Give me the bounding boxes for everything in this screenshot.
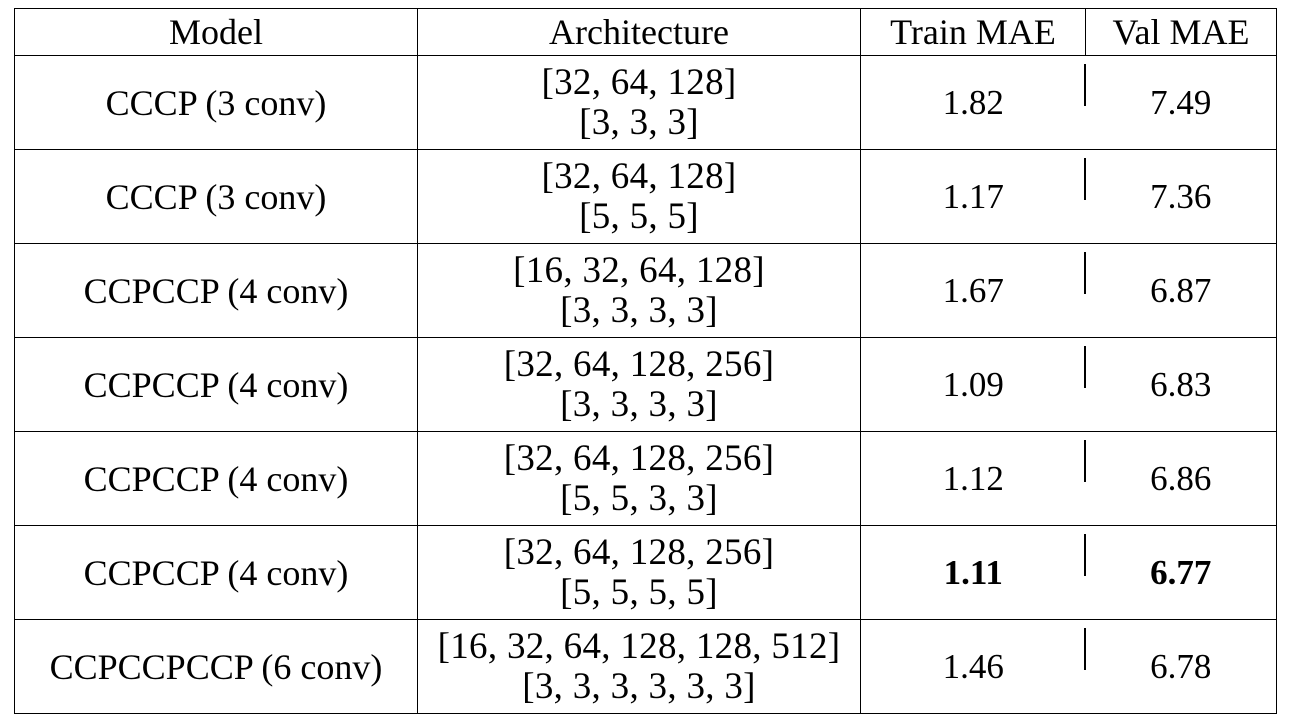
header-row: Model Architecture Train MAE Val MAE xyxy=(14,8,1277,56)
architecture-filters: [32, 64, 128] xyxy=(541,155,737,197)
results-table: Model Architecture Train MAE Val MAE CCC… xyxy=(14,8,1277,714)
architecture-filters: [32, 64, 128, 256] xyxy=(503,437,775,479)
architecture-kernels: [5, 5, 3, 3] xyxy=(560,477,718,519)
architecture-kernels: [3, 3, 3, 3] xyxy=(560,383,718,425)
architecture-cell: [32, 64, 128] [3, 3, 3] xyxy=(417,55,861,150)
model-cell: CCPCCP (4 conv) xyxy=(14,337,418,432)
val-mae-cell: 7.49 xyxy=(1085,55,1277,150)
header-architecture: Architecture xyxy=(417,8,861,56)
table-row: CCPCCPCCP (6 conv) [16, 32, 64, 128, 128… xyxy=(14,619,1277,714)
architecture-filters: [32, 64, 128] xyxy=(541,61,737,103)
model-cell: CCCP (3 conv) xyxy=(14,149,418,244)
table-row: CCCP (3 conv) [32, 64, 128] [5, 5, 5] 1.… xyxy=(14,149,1277,244)
architecture-filters: [16, 32, 64, 128] xyxy=(513,249,765,291)
train-mae-cell: 1.46 xyxy=(860,619,1086,714)
architecture-kernels: [3, 3, 3] xyxy=(579,101,699,143)
train-mae-cell: 1.12 xyxy=(860,431,1086,526)
architecture-cell: [32, 64, 128, 256] [5, 5, 5, 5] xyxy=(417,525,861,620)
model-cell: CCPCCP (4 conv) xyxy=(14,431,418,526)
val-mae-cell: 6.78 xyxy=(1085,619,1277,714)
val-mae-cell: 6.87 xyxy=(1085,243,1277,338)
table-row: CCPCCP (4 conv) [16, 32, 64, 128] [3, 3,… xyxy=(14,243,1277,338)
model-cell: CCPCCP (4 conv) xyxy=(14,243,418,338)
table-row: CCCP (3 conv) [32, 64, 128] [3, 3, 3] 1.… xyxy=(14,55,1277,150)
train-mae-cell: 1.82 xyxy=(860,55,1086,150)
train-mae-cell: 1.67 xyxy=(860,243,1086,338)
val-mae-cell: 7.36 xyxy=(1085,149,1277,244)
model-cell: CCPCCP (4 conv) xyxy=(14,525,418,620)
header-model: Model xyxy=(14,8,418,56)
model-cell: CCCP (3 conv) xyxy=(14,55,418,150)
architecture-cell: [32, 64, 128, 256] [5, 5, 3, 3] xyxy=(417,431,861,526)
architecture-filters: [16, 32, 64, 128, 128, 512] xyxy=(437,625,841,667)
architecture-kernels: [5, 5, 5] xyxy=(579,195,699,237)
table-row: CCPCCP (4 conv) [32, 64, 128, 256] [5, 5… xyxy=(14,431,1277,526)
architecture-kernels: [3, 3, 3, 3, 3, 3] xyxy=(522,665,756,707)
val-mae-cell: 6.83 xyxy=(1085,337,1277,432)
train-mae-cell-best: 1.11 xyxy=(860,525,1086,620)
architecture-filters: [32, 64, 128, 256] xyxy=(503,531,775,573)
architecture-cell: [32, 64, 128] [5, 5, 5] xyxy=(417,149,861,244)
header-val-mae: Val MAE xyxy=(1085,8,1277,56)
train-mae-cell: 1.09 xyxy=(860,337,1086,432)
header-train-mae: Train MAE xyxy=(860,8,1086,56)
val-mae-cell-best: 6.77 xyxy=(1085,525,1277,620)
architecture-cell: [16, 32, 64, 128] [3, 3, 3, 3] xyxy=(417,243,861,338)
architecture-filters: [32, 64, 128, 256] xyxy=(503,343,775,385)
table-row: CCPCCP (4 conv) [32, 64, 128, 256] [5, 5… xyxy=(14,525,1277,620)
architecture-kernels: [5, 5, 5, 5] xyxy=(560,571,718,613)
architecture-cell: [32, 64, 128, 256] [3, 3, 3, 3] xyxy=(417,337,861,432)
train-mae-cell: 1.17 xyxy=(860,149,1086,244)
table-row: CCPCCP (4 conv) [32, 64, 128, 256] [3, 3… xyxy=(14,337,1277,432)
model-cell: CCPCCPCCP (6 conv) xyxy=(14,619,418,714)
architecture-cell: [16, 32, 64, 128, 128, 512] [3, 3, 3, 3,… xyxy=(417,619,861,714)
architecture-kernels: [3, 3, 3, 3] xyxy=(560,289,718,331)
results-table-container: Model Architecture Train MAE Val MAE CCC… xyxy=(14,8,1277,714)
val-mae-cell: 6.86 xyxy=(1085,431,1277,526)
